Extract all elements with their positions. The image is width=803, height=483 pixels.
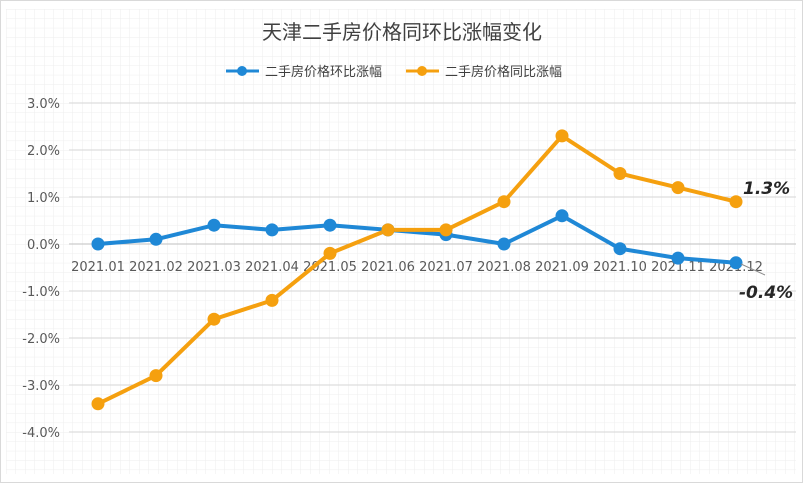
series-2-point [207,312,221,326]
x-tick-label: 2021.06 [361,260,415,275]
series-2-point [323,246,337,260]
x-tick-label: 2021.09 [535,260,589,275]
legend-label-series-1: 二手房价格环比涨幅 [265,64,382,80]
annotation-yoy-last: 1.3% [743,179,790,199]
y-tick-label: -4.0% [22,426,60,441]
legend: 二手房价格环比涨幅 二手房价格同比涨幅 [226,64,562,80]
annotation-leader-line [740,263,766,276]
series-2-point [149,369,163,383]
series-2-point [439,223,453,237]
series-1-point [555,209,569,223]
chart-title: 天津二手房价格同环比涨幅变化 [262,20,542,44]
series-2-point [381,223,395,237]
series-line-2 [96,133,738,406]
series-2-point [671,181,685,195]
y-tick-label: -1.0% [22,285,60,300]
legend-marker-series-1 [237,66,247,76]
legend-label-series-2: 二手房价格同比涨幅 [445,64,562,80]
series-1-point [149,232,163,246]
series-1-point [613,242,627,256]
legend-marker-series-2 [417,66,427,76]
y-axis: 3.0% 2.0% 1.0% 0.0% -1.0% -2.0% -3.0% -4.0% [22,97,60,441]
x-tick-label: 2021.03 [187,260,241,275]
x-tick-label: 2021.04 [245,260,299,275]
series-group [91,129,743,411]
series-1-point [497,237,511,251]
series-2-point [265,293,279,307]
series-1-point [671,251,685,265]
y-tick-label: -3.0% [22,379,60,394]
series-1-point [265,223,279,237]
series-2-point [555,129,569,143]
series-1-point [91,237,105,251]
x-tick-label: 2021.11 [651,260,705,275]
series-2-point [91,397,105,411]
series-2-point [497,195,511,209]
y-tick-label: -2.0% [22,332,60,347]
series-1-point [207,218,221,232]
series-1-point [323,218,337,232]
series-2-point [613,167,627,180]
annotation-mom-last: -0.4% [739,283,793,303]
y-tick-label: 1.0% [27,191,60,206]
x-tick-label: 2021.02 [129,260,183,275]
x-tick-label: 2021.07 [419,260,473,275]
x-tick-label: 2021.10 [593,260,647,275]
x-tick-label: 2021.01 [71,260,125,275]
annotations: 1.3% -0.4% [739,179,793,303]
series-line-1 [96,213,738,265]
series-2-point [729,195,743,209]
series-1-point [729,256,743,270]
y-tick-label: 3.0% [27,97,60,112]
y-tick-label: 2.0% [27,144,60,159]
x-tick-label: 2021.08 [477,260,531,275]
y-tick-label: 0.0% [27,238,60,253]
